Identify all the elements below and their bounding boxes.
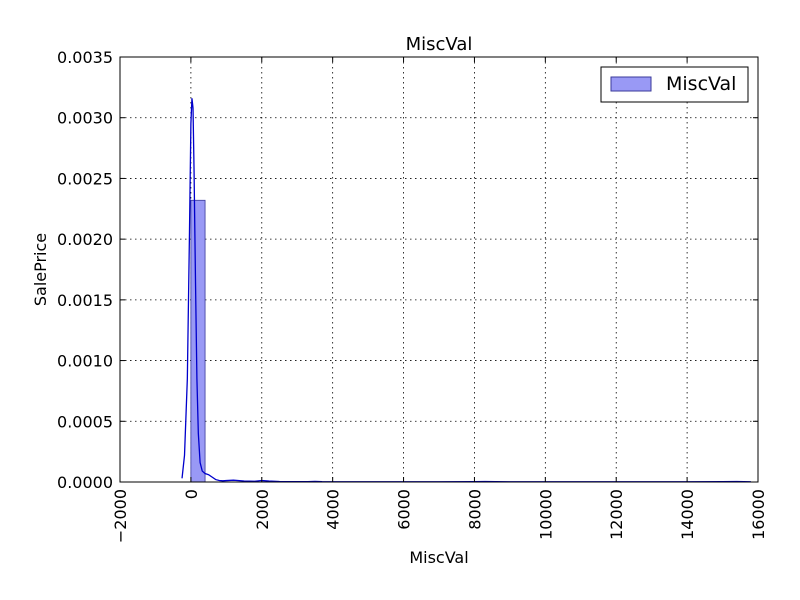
x-tick-label: 12000	[607, 489, 626, 540]
y-axis-label: SalePrice	[31, 233, 50, 306]
x-tick-label: 14000	[678, 489, 697, 540]
y-tick-label: 0.0010	[57, 352, 113, 371]
chart-title: MiscVal	[406, 34, 473, 55]
x-tick-label: 6000	[395, 489, 414, 530]
x-tick-label: 0	[182, 489, 201, 499]
x-axis-label: MiscVal	[409, 548, 468, 567]
legend-swatch	[610, 76, 652, 92]
x-tick-label: 10000	[536, 489, 555, 540]
y-tick-label: 0.0015	[57, 291, 113, 310]
plot-background	[120, 57, 758, 482]
x-tick-label: 8000	[465, 489, 484, 530]
y-tick-label: 0.0000	[57, 473, 113, 492]
y-tick-label: 0.0025	[57, 169, 113, 188]
y-tick-label: 0.0030	[57, 109, 113, 128]
legend: MiscVal	[600, 66, 749, 103]
y-axis-ticks: 0.0000 0.0005 0.0010 0.0015 0.0020 0.0025 0.00…	[57, 48, 758, 492]
x-tick-label: 16000	[749, 489, 768, 540]
legend-entry: MiscVal	[666, 73, 736, 95]
y-tick-label: 0.0005	[57, 412, 113, 431]
histogram-bars	[190, 199, 206, 483]
plot-frame	[119, 56, 759, 483]
y-tick-label: 0.0020	[57, 230, 113, 249]
x-tick-label: 2000	[253, 489, 272, 530]
histogram-bar	[190, 199, 206, 483]
x-tick-label: −2000	[111, 489, 130, 543]
x-axis-ticks: −2000 0 2000 4000 6000 8000 10000 12000 14000 160…	[111, 57, 768, 543]
y-tick-label: 0.0035	[57, 48, 113, 67]
x-tick-label: 4000	[324, 489, 343, 530]
